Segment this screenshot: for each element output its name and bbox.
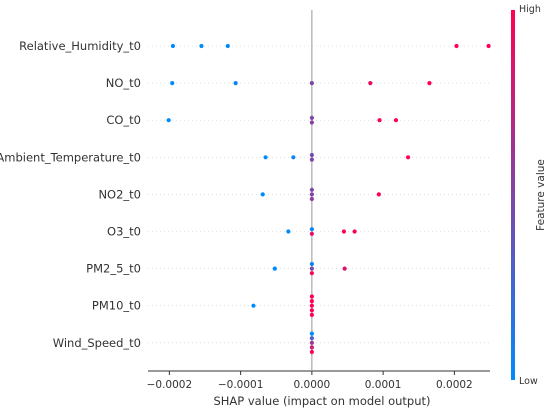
feature-label: Ambient_Temperature_t0 <box>0 150 141 164</box>
shap-point <box>427 81 432 86</box>
feature-label: PM2_5_t0 <box>86 262 141 276</box>
shap-point <box>309 340 314 345</box>
shap-point <box>342 266 347 271</box>
shap-point <box>309 115 314 120</box>
shap-point <box>166 118 171 123</box>
shap-point <box>368 81 373 86</box>
x-ticks: −0.0002 −0.0001 0.0000 0.0001 0.0002 <box>147 371 473 391</box>
shap-point <box>286 229 291 234</box>
shap-point <box>309 187 314 192</box>
colorbar-low-label: Low <box>519 376 538 387</box>
shap-point <box>199 43 204 49</box>
shap-point <box>170 43 176 49</box>
shap-point <box>309 81 314 86</box>
shap-point <box>309 266 314 271</box>
shap-point <box>309 152 314 158</box>
shap-point <box>309 192 314 197</box>
x-tick-label: −0.0001 <box>218 379 264 391</box>
shap-point <box>309 271 314 276</box>
shap-point <box>170 81 175 86</box>
colorbar-high-label: High <box>519 4 541 15</box>
shap-point <box>309 349 314 355</box>
shap-point <box>260 192 265 197</box>
shap-point <box>309 261 314 267</box>
x-tick-label: 0.0000 <box>294 379 331 391</box>
shap-point <box>309 231 314 236</box>
shap-point <box>454 43 459 49</box>
points-layer <box>166 43 491 355</box>
feature-label: NO_t0 <box>106 76 141 90</box>
shap-point <box>309 157 314 162</box>
shap-point <box>309 227 314 232</box>
shap-point <box>309 331 314 336</box>
shap-point <box>341 229 347 234</box>
shap-point <box>263 155 268 160</box>
shap-point <box>309 345 314 350</box>
shap-point <box>309 312 314 317</box>
shap-point <box>291 155 296 160</box>
shap-point <box>352 229 357 234</box>
x-tick-label: −0.0002 <box>147 379 193 391</box>
colorbar: High Low Feature value <box>511 4 547 387</box>
feature-label: PM10_t0 <box>92 299 141 313</box>
shap-point <box>405 155 411 160</box>
shap-point <box>377 118 382 123</box>
feature-label: Relative_Humidity_t0 <box>19 39 141 53</box>
shap-point <box>251 303 256 308</box>
shap-point <box>309 303 314 308</box>
shap-point <box>393 118 399 123</box>
x-tick-label: 0.0001 <box>365 379 402 391</box>
feature-label: O3_t0 <box>107 225 141 239</box>
shap-point <box>309 294 314 299</box>
colorbar-title: Feature value <box>535 159 547 231</box>
shap-point <box>486 43 491 49</box>
feature-rows: Relative_Humidity_t0 NO_t0 CO_t0 Ambient_Te… <box>0 39 490 350</box>
shap-point <box>272 266 277 271</box>
shap-point <box>309 196 314 202</box>
shap-point <box>233 81 238 86</box>
shap-point <box>376 192 381 197</box>
feature-label: CO_t0 <box>106 113 141 127</box>
feature-label: NO2_t0 <box>98 187 141 201</box>
colorbar-gradient <box>511 10 515 380</box>
shap-point <box>309 299 314 304</box>
x-axis-label: SHAP value (impact on model output) <box>213 394 430 408</box>
shap-point <box>309 308 314 313</box>
shap-point <box>309 120 314 125</box>
feature-label: Wind_Speed_t0 <box>53 336 141 350</box>
shap-point <box>225 43 230 49</box>
shap-point <box>309 336 314 341</box>
x-tick-label: 0.0002 <box>436 379 473 391</box>
